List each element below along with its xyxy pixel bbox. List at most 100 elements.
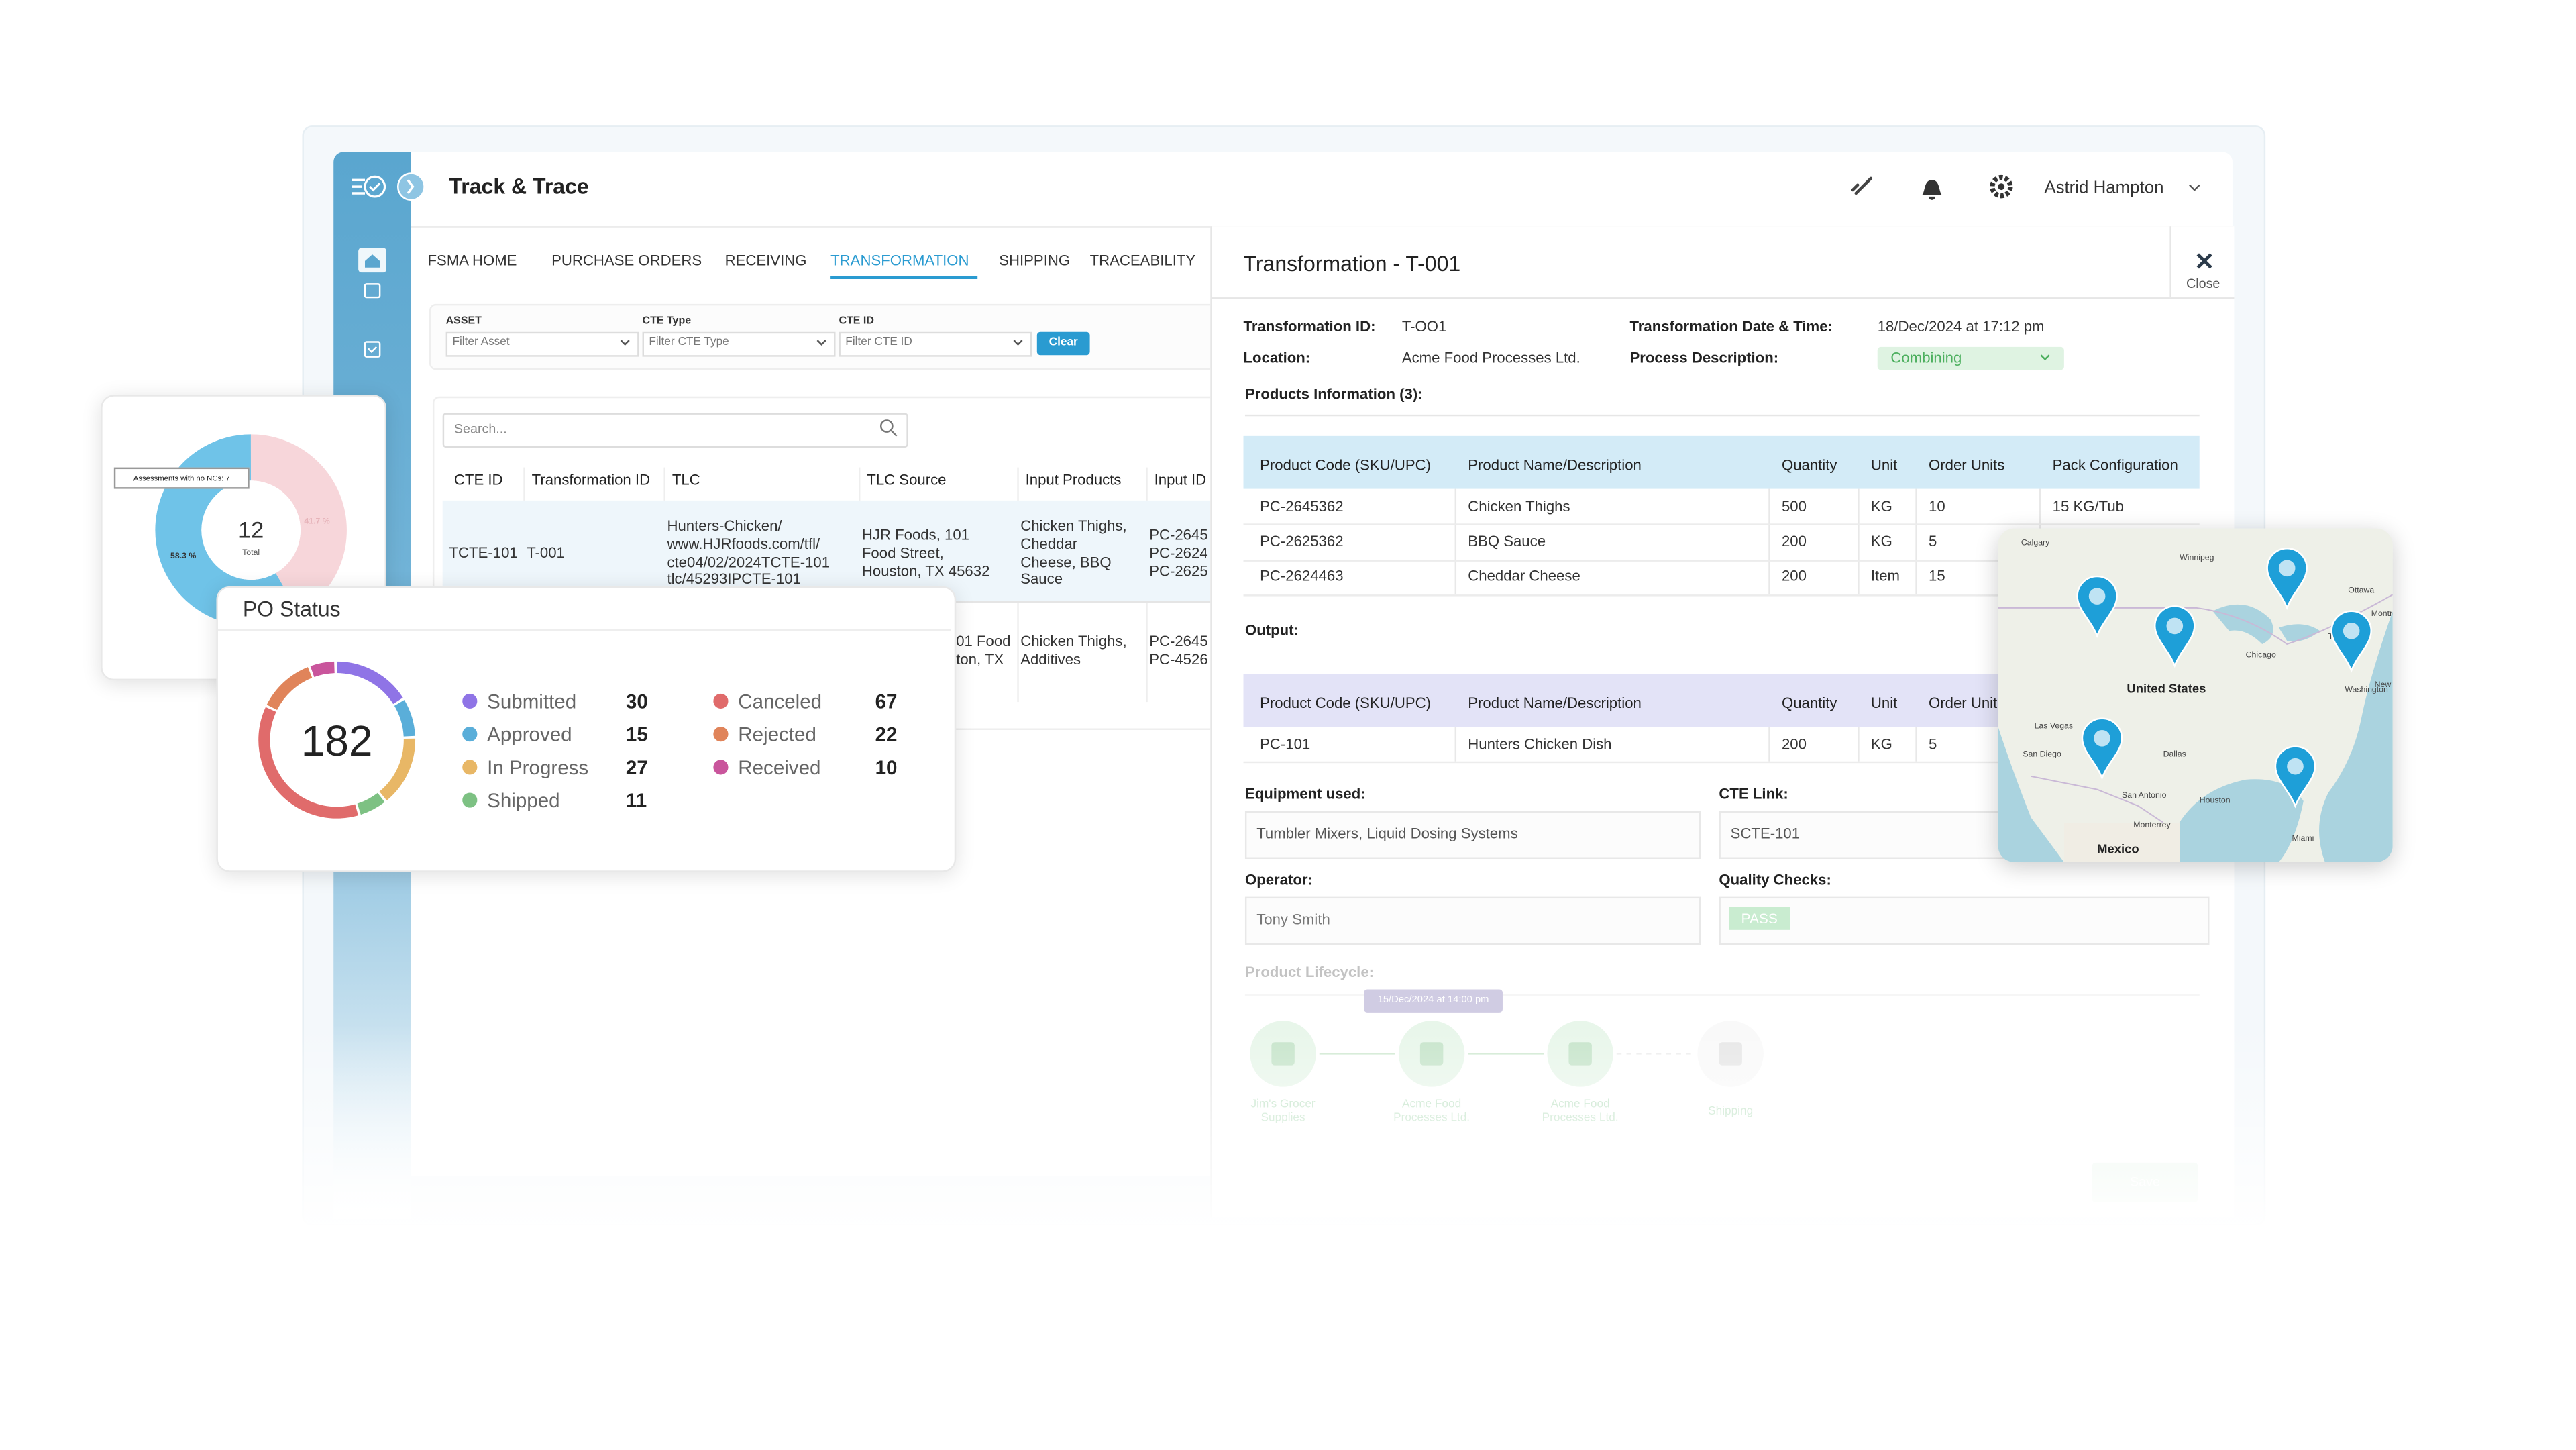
section-divider [1244, 994, 2200, 996]
map-label: New York [2374, 680, 2393, 690]
nav-tab[interactable]: SHIPPING [999, 252, 1071, 269]
map-label: Calgary [2021, 538, 2050, 549]
donut-total: 182 [301, 715, 373, 766]
home-glyph [364, 254, 380, 268]
column-header: Product Name/Description [1468, 694, 1642, 711]
left-content: FSMA HOME PURCHASE ORDERS RECEIVING TRANSFO… [411, 228, 1211, 889]
menu-icon [352, 178, 365, 195]
table-cell: 200 [1781, 532, 1807, 550]
check-icon [364, 175, 386, 198]
chevron [407, 179, 415, 195]
table-cell: Cheddar Cheese [1468, 568, 1580, 584]
field-label: Equipment used: [1244, 785, 1366, 802]
column-divider [1915, 727, 1917, 762]
table-cell: Chicken Thighs, Cheddar Cheese, BBQ Sauc… [1020, 517, 1127, 588]
section-divider [1244, 414, 2200, 417]
close-button[interactable]: Close [2186, 276, 2220, 291]
field-label: CTE Link: [1719, 785, 1788, 802]
table-cell: 15 KG/Tub [2052, 497, 2124, 514]
map-label: San Diego [2023, 749, 2061, 760]
donut-segment [258, 661, 416, 819]
value-label: 58.3 % [170, 552, 197, 562]
po-donut [258, 661, 416, 819]
row-divider [1243, 762, 2200, 764]
nav-tab[interactable]: RECEIVING [724, 252, 807, 269]
table-cell: PC-2625362 [1260, 532, 1344, 550]
nav-tab[interactable]: FSMA HOME [427, 252, 517, 269]
filter-label: ASSET [445, 315, 482, 327]
annotation-box: Assessments with no NCs: 7 [113, 467, 250, 489]
header-icons [1851, 174, 2013, 200]
legend-label: Rejected [738, 723, 816, 747]
row-divider [1243, 594, 2200, 597]
nav-tab[interactable]: PURCHASE ORDERS [551, 252, 702, 269]
tasks-check [368, 346, 378, 354]
column-header: TLC [672, 472, 700, 488]
map-pin [2081, 717, 2123, 780]
map-pin [2330, 610, 2372, 673]
column-header: Pack Configuration [2052, 456, 2178, 474]
filter-select[interactable] [642, 331, 836, 357]
date-tag: 15/Dec/2024 at 14:00 pm [1364, 989, 1503, 1013]
map-label: Montreal [2371, 609, 2393, 620]
map-pin [2266, 548, 2308, 611]
row-divider [1243, 524, 2200, 526]
map-card: CalgaryWinnipegOttawaMontrealTorontoChic… [1998, 528, 2393, 862]
table-cell: 200 [1781, 568, 1807, 584]
map-label: Chicago [2245, 650, 2276, 661]
field-value: 18/Dec/2024 at 17:12 pm [1877, 318, 2045, 335]
input-value: SCTE-101 [1730, 825, 1801, 842]
filter-select[interactable] [445, 331, 639, 357]
field-label: Quality Checks: [1719, 871, 1831, 888]
column-divider [1915, 488, 1917, 594]
column-header: Unit [1870, 694, 1898, 711]
field-label: Location: [1243, 349, 1311, 366]
select-chevron [2040, 354, 2050, 361]
search-input[interactable] [442, 413, 908, 448]
table-cell: BBQ Sauce [1468, 532, 1546, 550]
input-value: Tony Smith [1256, 911, 1330, 928]
pin-dot [2094, 729, 2110, 747]
column-header: Product Name/Description [1468, 456, 1642, 474]
filter-placeholder: Filter Asset [452, 336, 510, 348]
legend-value: 22 [875, 723, 898, 747]
legend-value: 10 [875, 756, 898, 780]
input-box [1244, 896, 1701, 945]
column-header: Product Code (SKU/UPC) [1260, 456, 1432, 474]
process-select[interactable] [1877, 346, 2064, 370]
legend-value: 30 [625, 690, 648, 713]
clear-button[interactable]: Clear [1036, 331, 1090, 356]
column-divider [1454, 727, 1457, 762]
table-cell: Chicken Thighs [1468, 497, 1570, 514]
legend-label: Canceled [738, 690, 822, 713]
column-divider [1858, 727, 1860, 762]
table-cell: Hunters Chicken Dish [1468, 735, 1612, 752]
pin-dot [2278, 560, 2296, 577]
donut-total: 12 [237, 516, 264, 543]
column-header: Unit [1870, 456, 1898, 474]
nav-tab[interactable]: TRANSFORMATION [830, 252, 969, 269]
chevron [1013, 340, 1023, 346]
legend-swatch [461, 725, 477, 741]
handle [891, 430, 898, 437]
po-status-card [216, 586, 957, 872]
table-cell: KG [1870, 735, 1892, 752]
close-icon [2196, 253, 2212, 269]
user-menu[interactable]: Astrid Hampton [2044, 178, 2164, 198]
map-label: Ottawa [2348, 586, 2375, 597]
filter-select[interactable] [839, 331, 1032, 357]
search-icon [879, 419, 898, 437]
table-cell: Hunters-Chicken/ www.HJRfoods.com/tfl/ c… [667, 517, 830, 588]
row-highlight [442, 500, 1211, 601]
nav-tab[interactable]: TRACEABILITY [1089, 252, 1196, 269]
filter-placeholder: Filter CTE Type [649, 336, 729, 348]
pin-dot [2088, 588, 2106, 605]
sidebar-icons [352, 172, 425, 358]
great-lakes [2212, 604, 2320, 644]
table-cell: TCTE-101 [449, 544, 518, 561]
field-label: Transformation ID: [1243, 318, 1376, 335]
legend-label: Received [738, 756, 821, 780]
table-cell: HJR Foods, 101 Food Street, Houston, TX … [861, 526, 990, 579]
legend-swatch [712, 725, 728, 741]
